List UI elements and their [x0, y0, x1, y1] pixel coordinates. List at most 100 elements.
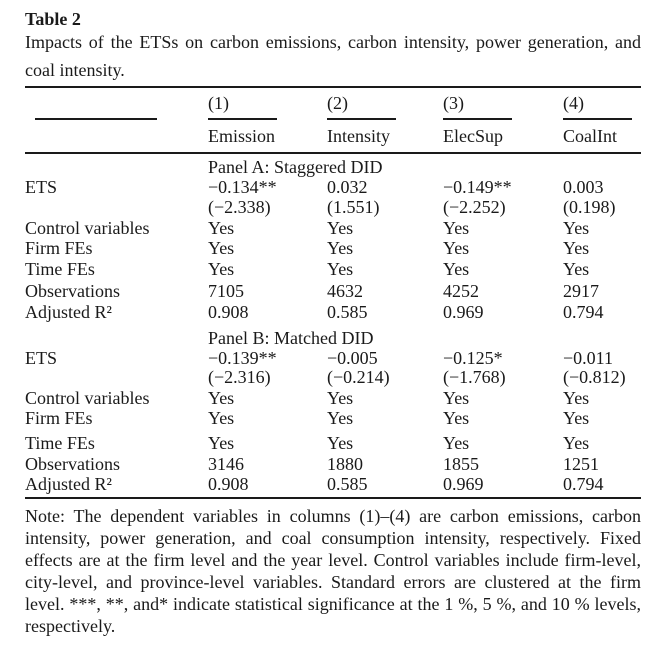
cell: Yes [327, 238, 354, 258]
cell: 1880 [327, 454, 363, 474]
cell: 0.908 [208, 474, 249, 494]
rule-top [25, 86, 641, 88]
cell: 0.585 [327, 302, 368, 322]
cell: −0.149** [443, 177, 512, 197]
table-row: Adjusted R² 0.908 0.585 0.969 0.794 [25, 474, 641, 494]
table-note: Note: The dependent variables in columns… [25, 506, 641, 636]
cell: Yes [208, 408, 235, 428]
panel-label: Panel A: Staggered DID [208, 157, 383, 177]
table-row: Firm FEs Yes Yes Yes Yes [25, 238, 641, 258]
column-header-row: (1) (2) (3) (4) [25, 93, 641, 113]
column-header: (2) [327, 93, 348, 113]
cell: Yes [563, 433, 590, 453]
cell: 0.585 [327, 474, 368, 494]
header-underline-col3 [443, 118, 512, 120]
row-label: Control variables [25, 218, 150, 238]
cell: Yes [327, 388, 354, 408]
cell: Yes [443, 408, 470, 428]
cell: (−0.214) [327, 367, 390, 387]
row-label: Firm FEs [25, 238, 93, 258]
row-label: Time FEs [25, 259, 95, 279]
table-row: Time FEs Yes Yes Yes Yes [25, 433, 641, 453]
cell: 0.794 [563, 474, 604, 494]
row-label: Observations [25, 281, 120, 301]
table-row: Observations 7105 4632 4252 2917 [25, 281, 641, 301]
cell: 2917 [563, 281, 599, 301]
table-row: Control variables Yes Yes Yes Yes [25, 218, 641, 238]
cell: 4252 [443, 281, 479, 301]
header-underline-label-col [35, 118, 157, 120]
cell: Yes [563, 388, 590, 408]
depvar-header: Intensity [327, 126, 390, 146]
header-underline-col1 [208, 118, 277, 120]
cell: 0.032 [327, 177, 368, 197]
cell: Yes [563, 408, 590, 428]
table-row: ETS −0.134** 0.032 −0.149** 0.003 [25, 177, 641, 197]
depvar-header: ElecSup [443, 126, 503, 146]
cell: Yes [208, 433, 235, 453]
cell: 0.969 [443, 302, 484, 322]
table-row: (−2.338) (1.551) (−2.252) (0.198) [25, 197, 641, 217]
row-label: Time FEs [25, 433, 95, 453]
cell: 0.794 [563, 302, 604, 322]
row-label: Adjusted R² [25, 474, 112, 494]
table-title: Table 2 [25, 9, 81, 29]
cell: 1251 [563, 454, 599, 474]
table-row: Adjusted R² 0.908 0.585 0.969 0.794 [25, 302, 641, 322]
cell: Yes [327, 408, 354, 428]
cell: (0.198) [563, 197, 616, 217]
row-label: ETS [25, 177, 58, 197]
cell: Yes [563, 238, 590, 258]
cell: −0.125* [443, 348, 503, 368]
table-row: Firm FEs Yes Yes Yes Yes [25, 408, 641, 428]
row-label: Firm FEs [25, 408, 93, 428]
depvar-header: Emission [208, 126, 276, 146]
cell: −0.011 [563, 348, 613, 368]
cell: 1855 [443, 454, 479, 474]
table-row: Control variables Yes Yes Yes Yes [25, 388, 641, 408]
cell: 0.003 [563, 177, 604, 197]
cell: 3146 [208, 454, 244, 474]
cell: Yes [327, 218, 354, 238]
row-label: Adjusted R² [25, 302, 112, 322]
column-header: (3) [443, 93, 464, 113]
cell: Yes [208, 218, 235, 238]
cell: −0.005 [327, 348, 378, 368]
cell: Yes [208, 259, 235, 279]
table-row: Time FEs Yes Yes Yes Yes [25, 259, 641, 279]
cell: Yes [327, 433, 354, 453]
panel-label: Panel B: Matched DID [208, 328, 374, 348]
table-row: Observations 3146 1880 1855 1251 [25, 454, 641, 474]
table-row: ETS −0.139** −0.005 −0.125* −0.011 [25, 348, 641, 368]
row-label: Observations [25, 454, 120, 474]
cell: (−0.812) [563, 367, 626, 387]
column-header: (1) [208, 93, 229, 113]
rule-bottom [25, 497, 641, 499]
cell: Yes [443, 218, 470, 238]
cell: Yes [443, 259, 470, 279]
cell: 0.908 [208, 302, 249, 322]
cell: (1.551) [327, 197, 380, 217]
cell: Yes [443, 433, 470, 453]
column-header: (4) [563, 93, 584, 113]
cell: Yes [563, 259, 590, 279]
cell: 0.969 [443, 474, 484, 494]
cell: Yes [443, 238, 470, 258]
cell: 7105 [208, 281, 244, 301]
cell: −0.139** [208, 348, 277, 368]
cell: Yes [443, 388, 470, 408]
cell: Yes [208, 238, 235, 258]
panel-b-label-row: Panel B: Matched DID [25, 328, 641, 348]
cell: Yes [327, 259, 354, 279]
header-underline-col4 [563, 118, 632, 120]
depvar-header-row: Emission Intensity ElecSup CoalInt [25, 126, 641, 146]
table-row: (−2.316) (−0.214) (−1.768) (−0.812) [25, 367, 641, 387]
panel-a-label-row: Panel A: Staggered DID [25, 157, 641, 177]
cell: 4632 [327, 281, 363, 301]
cell: (−2.316) [208, 367, 271, 387]
cell: (−2.338) [208, 197, 271, 217]
depvar-header: CoalInt [563, 126, 617, 146]
row-label: ETS [25, 348, 58, 368]
row-label: Control variables [25, 388, 150, 408]
